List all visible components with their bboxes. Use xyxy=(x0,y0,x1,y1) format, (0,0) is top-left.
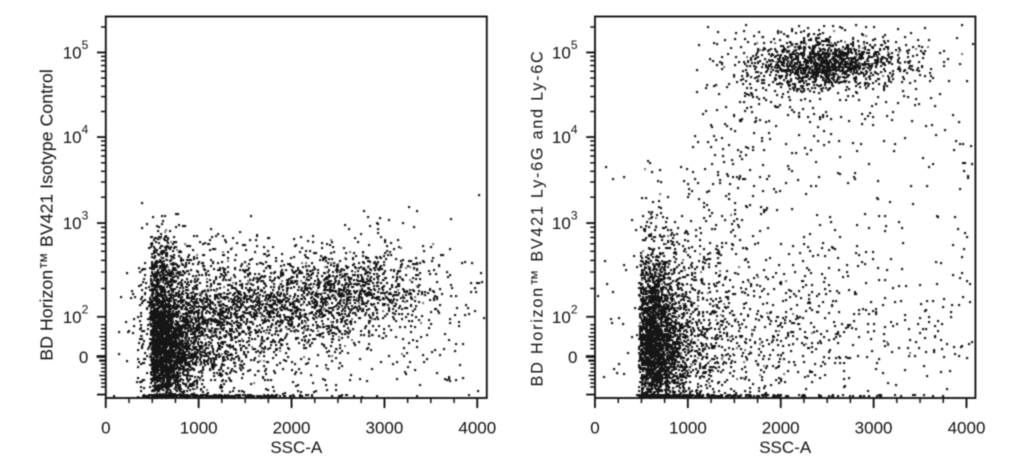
svg-text:105: 105 xyxy=(63,38,89,63)
svg-text:103: 103 xyxy=(552,209,578,234)
svg-text:SSC-A: SSC-A xyxy=(270,438,323,457)
svg-text:1000: 1000 xyxy=(669,419,707,438)
svg-text:3000: 3000 xyxy=(855,419,893,438)
svg-text:102: 102 xyxy=(552,302,578,327)
svg-text:4000: 4000 xyxy=(948,419,986,438)
svg-text:BD Horizon™ BV421 Ly-6G and Ly: BD Horizon™ BV421 Ly-6G and Ly-6C xyxy=(529,50,547,387)
svg-text:3000: 3000 xyxy=(365,419,403,438)
svg-text:2000: 2000 xyxy=(762,419,800,438)
svg-text:0: 0 xyxy=(568,348,577,367)
svg-text:0: 0 xyxy=(79,348,88,367)
svg-text:0: 0 xyxy=(590,419,599,438)
svg-text:4000: 4000 xyxy=(458,419,496,438)
svg-text:102: 102 xyxy=(63,302,89,327)
svg-text:SSC-A: SSC-A xyxy=(759,438,812,457)
svg-text:0: 0 xyxy=(101,419,110,438)
svg-text:1000: 1000 xyxy=(180,419,218,438)
svg-text:105: 105 xyxy=(552,38,578,63)
svg-text:104: 104 xyxy=(63,123,89,148)
svg-text:103: 103 xyxy=(63,209,89,234)
svg-text:2000: 2000 xyxy=(273,419,311,438)
svg-text:BD Horizon™ BV421 Isotype Cont: BD Horizon™ BV421 Isotype Control xyxy=(36,69,56,361)
svg-text:104: 104 xyxy=(552,123,578,148)
